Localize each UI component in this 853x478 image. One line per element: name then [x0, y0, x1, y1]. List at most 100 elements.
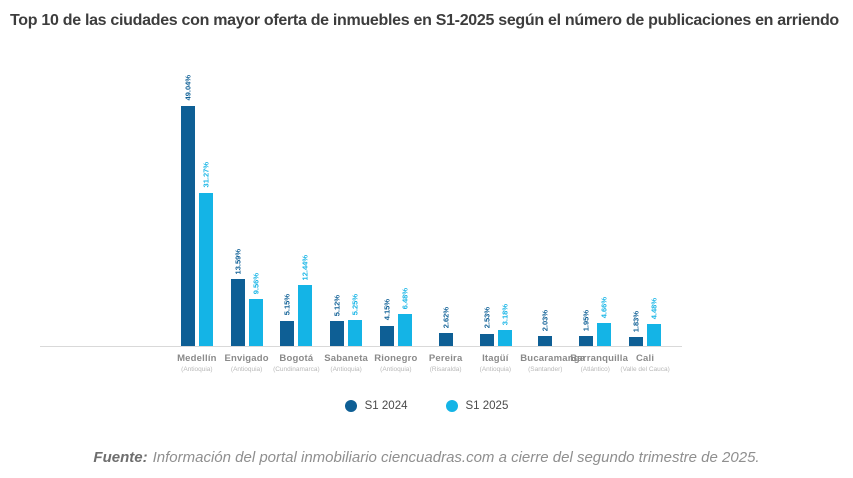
- bar-value-label: 2.03%: [540, 309, 550, 332]
- legend-dot-icon: [445, 400, 458, 412]
- city-region: (Antioquia): [230, 366, 263, 373]
- bar-group-cali: 1.83% 4.48%: [620, 56, 670, 346]
- bar-value-label: 4.66%: [599, 296, 609, 319]
- city-name: Bucaramanga: [520, 353, 586, 364]
- bar-s1-2024-rionegro: 4.15%: [380, 299, 395, 346]
- bar-s1-2025-sabaneta: 5.25%: [348, 294, 363, 346]
- bar-s1-2024-medellin: 49.04%: [180, 75, 195, 346]
- bar-value-label: 4.48%: [649, 297, 659, 320]
- bar-rect: [298, 285, 313, 346]
- bar-rect: [280, 320, 295, 346]
- x-axis-label-rionegro: Rionegro (Antioquia): [371, 353, 421, 373]
- x-axis-label-barranquilla: Barranquilla (Atlántico): [570, 353, 628, 373]
- chart-title: Top 10 de las ciudades con mayor oferta …: [10, 12, 839, 29]
- bar-rect: [647, 324, 662, 346]
- bar-group-itagui: 2.53% 3.18%: [471, 56, 521, 346]
- x-axis-label-bucaramanga: Bucaramanga (Santander): [520, 353, 586, 373]
- city-region: (Santander): [528, 366, 563, 373]
- x-axis-labels: Medellín (Antioquia) Envigado (Antioquia) Bo…: [172, 353, 670, 373]
- bar-value-label: 13.59%: [232, 248, 242, 275]
- city-name: Itagüí: [482, 353, 509, 364]
- bar-rect: [479, 333, 494, 346]
- city-name: Pereira: [428, 353, 463, 364]
- bar-group-sabaneta: 5.12% 5.25%: [321, 56, 371, 346]
- city-name: Envigado: [224, 353, 269, 364]
- bar-s1-2025-rionegro: 6.48%: [398, 288, 413, 346]
- bar-s1-2025-bogota: 12.44%: [298, 255, 313, 346]
- city-name: Bogotá: [279, 353, 314, 364]
- city-region: (Cundinamarca): [273, 366, 320, 373]
- city-region: (Valle del Cauca): [620, 366, 670, 373]
- bar-value-label: 3.18%: [499, 304, 509, 326]
- bar-rect: [597, 323, 612, 346]
- bar-rect: [248, 299, 263, 346]
- bar-s1-2024-itagui: 2.53%: [479, 307, 494, 346]
- bar-value-label: 2.53%: [481, 307, 491, 329]
- bar-rect: [438, 333, 453, 346]
- bar-rect: [497, 330, 512, 346]
- bar-value-label: 1.83%: [631, 310, 641, 333]
- bar-rect: [538, 336, 553, 346]
- bar-group-pereira: 2.62%: [421, 56, 471, 346]
- legend-label: S1 2024: [364, 400, 408, 412]
- x-axis-label-sabaneta: Sabaneta (Antioquia): [321, 353, 371, 373]
- city-name: Cali: [636, 353, 655, 364]
- bar-s1-2025-medellin: 31.27%: [198, 162, 213, 346]
- x-axis-label-bogota: Bogotá (Cundinamarca): [272, 353, 322, 373]
- city-name: Sabaneta: [324, 353, 369, 364]
- x-axis-line: [40, 346, 682, 347]
- city-name: Rionegro: [374, 353, 418, 364]
- bar-s1-2024-pereira: 2.62%: [438, 307, 453, 346]
- bar-s1-2025-itagui: 3.18%: [497, 304, 512, 346]
- city-region: (Atlántico): [580, 366, 610, 373]
- bar-value-label: 31.27%: [201, 162, 211, 188]
- source-prefix: Fuente:: [93, 449, 148, 466]
- x-axis-label-cali: Cali (Valle del Cauca): [620, 353, 670, 373]
- bar-value-label: 5.12%: [332, 294, 342, 316]
- bar-rect: [629, 337, 644, 346]
- bar-s1-2024-sabaneta: 5.12%: [330, 295, 345, 346]
- bar-value-label: 2.62%: [441, 306, 451, 329]
- city-region: (Antioquia): [479, 366, 512, 373]
- city-region: (Antioquia): [330, 366, 362, 373]
- bar-s1-2025-cali: 4.48%: [647, 298, 662, 346]
- bar-s1-2024-cali: 1.83%: [629, 311, 644, 346]
- city-region: (Risaralda): [429, 366, 462, 373]
- bar-rect: [380, 325, 395, 346]
- bar-rect: [398, 314, 413, 346]
- bar-group-envigado: 13.59% 9.56%: [222, 56, 272, 346]
- bar-rect: [198, 192, 213, 346]
- bar-value-label: 49.04%: [183, 75, 193, 101]
- legend-label: S1 2025: [465, 400, 509, 412]
- bar-s1-2024-bogota: 5.15%: [280, 294, 295, 346]
- x-axis-label-medellin: Medellín (Antioquia): [172, 353, 222, 373]
- x-axis-label-envigado: Envigado (Antioquia): [222, 353, 272, 373]
- bar-group-barranquilla: 1.95% 4.66%: [570, 56, 620, 346]
- bar-value-label: 12.44%: [300, 254, 310, 281]
- bar-group-medellin: 49.04% 31.27%: [172, 56, 222, 346]
- city-name: Medellín: [177, 353, 217, 364]
- bar-s1-2024-bucaramanga: 2.03%: [538, 310, 553, 346]
- bar-rect: [348, 320, 363, 346]
- bar-rect: [180, 105, 195, 346]
- bar-value-label: 9.56%: [250, 272, 260, 295]
- bar-s1-2024-envigado: 13.59%: [230, 249, 245, 346]
- legend-dot-icon: [344, 400, 357, 412]
- bar-group-bucaramanga: 2.03%: [521, 56, 571, 346]
- bar-rect: [579, 336, 594, 346]
- legend-item-s1-2025: S1 2025: [445, 400, 509, 412]
- bar-rect: [230, 279, 245, 346]
- bar-value-label: 6.48%: [400, 287, 410, 310]
- bar-value-label: 5.25%: [350, 294, 360, 316]
- bar-s1-2025-envigado: 9.56%: [248, 273, 263, 346]
- bar-value-label: 5.15%: [282, 294, 292, 316]
- bar-s1-2024-barranquilla: 1.95%: [579, 310, 594, 346]
- bar-groups: 49.04% 31.27% 13.59% 9.56% 5.15% 12.44% 5.12% 5…: [172, 56, 670, 346]
- source-text: Información del portal inmobiliario cien…: [152, 449, 760, 466]
- bar-value-label: 1.95%: [581, 310, 591, 332]
- bar-value-label: 4.15%: [382, 299, 392, 321]
- x-axis-label-itagui: Itagüí (Antioquia): [471, 353, 521, 373]
- city-region: (Antioquia): [181, 366, 213, 373]
- city-region: (Antioquia): [380, 366, 412, 373]
